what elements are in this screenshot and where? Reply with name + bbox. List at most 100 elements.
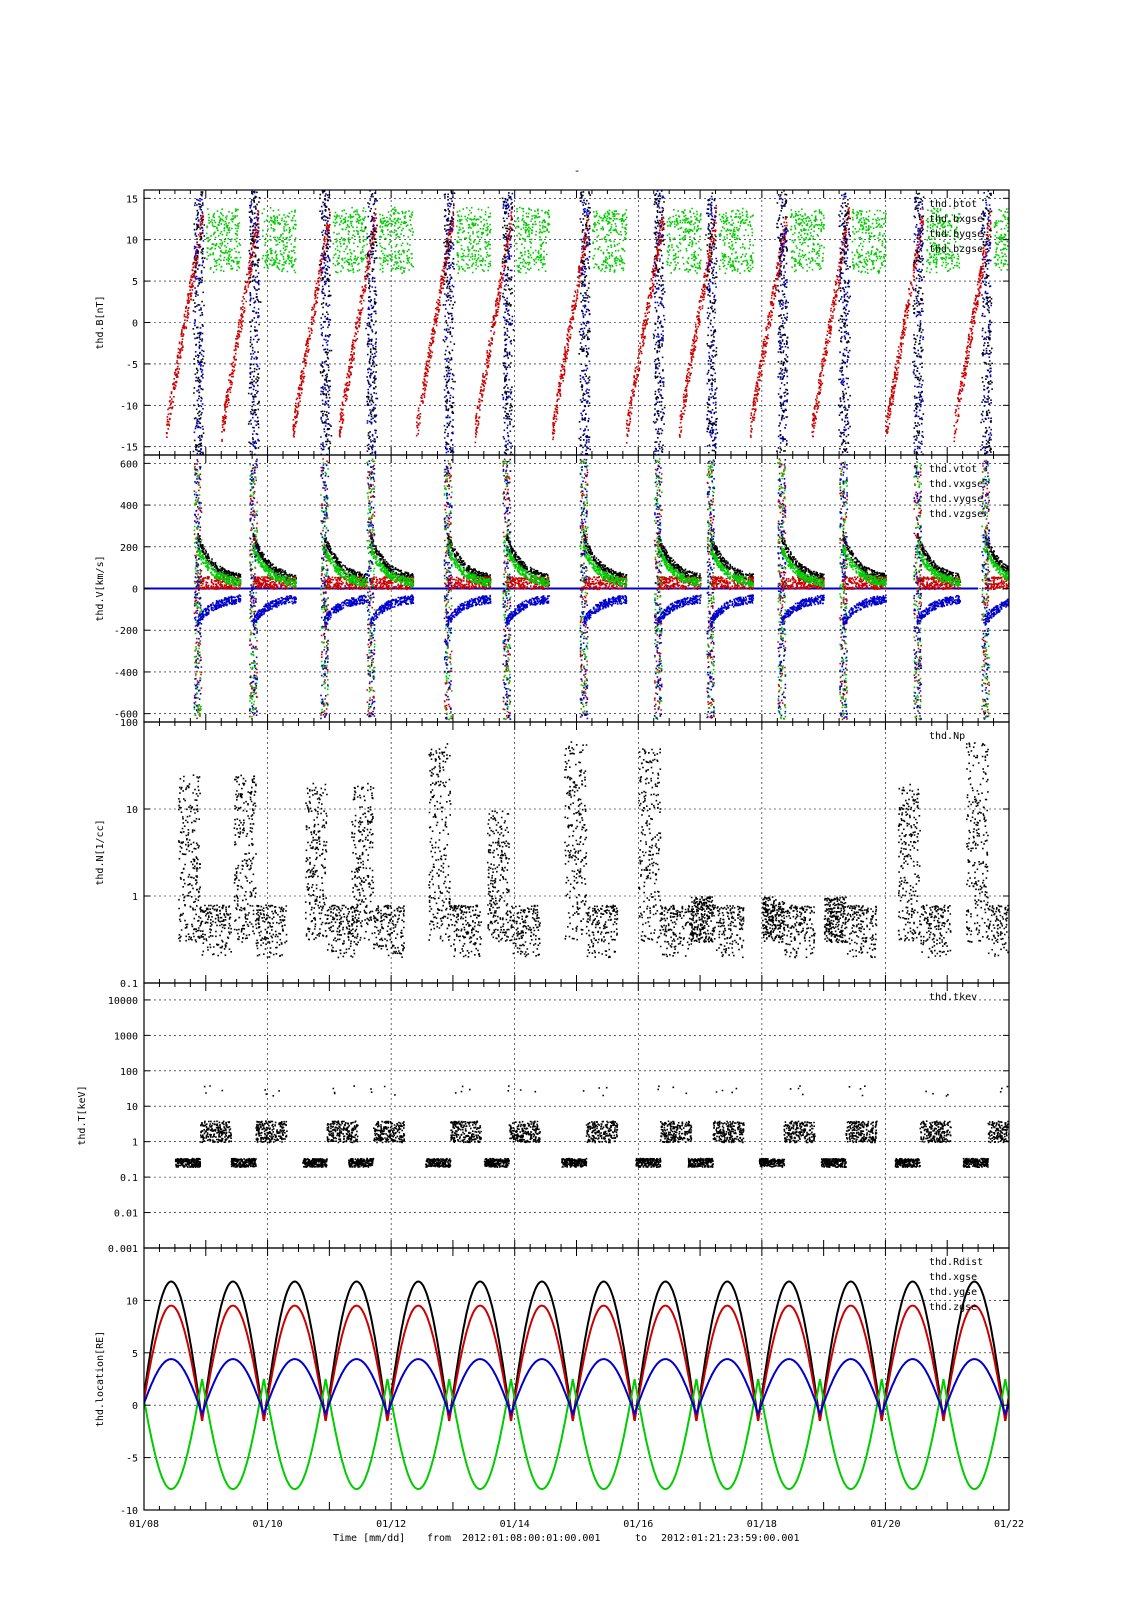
panel-frame [143,721,1010,984]
vx-points [706,459,755,719]
bz-points [193,194,205,455]
ytick-label: -5 [126,1454,138,1465]
by-points [205,208,242,274]
plot-area-N [144,722,1009,983]
by-points [514,206,551,274]
vx-points [249,460,297,718]
bz-points [706,195,718,455]
legend-entry: thd.xgse [929,1272,977,1283]
btot-points [364,193,379,455]
panel-B: 15 10 5 0 -5 -10 -15 thd.btot thd.bxgse thd.bygse… [95,189,1010,456]
ytick-label: 10 [126,1296,138,1307]
bx-points [221,209,260,442]
ytick-label: 0.1 [120,1173,138,1184]
ytick-label: 10 [126,1102,138,1113]
from-value: 2012:01:08:00:01:00.001 [462,1533,600,1544]
xtick-label: 01/18 [747,1519,777,1530]
orbit-line-zgse [144,1358,1009,1417]
btot-points [912,192,925,455]
vtot-points [324,534,368,583]
panel-frame [143,1247,1010,1511]
bx-points [415,203,455,437]
vy-points [839,461,887,717]
bx-points [292,209,331,438]
xtick-label: 01/12 [376,1519,406,1530]
vx-points [777,458,825,720]
legend-entry: thd.Rdist [929,1257,983,1268]
legend-entry: thd.ygse [929,1287,977,1298]
ytick-label: 0 [132,585,138,596]
vz-points [320,464,368,720]
xtick-label: 01/08 [129,1519,159,1530]
vx-points [981,460,1009,718]
panel-T: 10000 1000 100 10 1 0.1 0.01 0.001 thd.tkev thd.T… [77,982,1010,1255]
ytick-label: -5 [126,360,138,371]
bx-points [678,204,718,438]
vy-points [320,462,368,714]
ytick-label: 5 [132,1349,138,1360]
vz-points [502,458,551,721]
by-points [925,207,961,274]
ytick-label: 5 [132,277,138,288]
by-points [666,207,702,274]
ytick-label: -400 [114,668,138,679]
legend-entry: thd.bxgse [929,214,983,225]
y-axis-label: thd.B[nT] [95,295,106,349]
legend-entry: thd.bzgse [929,244,983,255]
vz-points [366,460,415,718]
bx-points [625,207,665,444]
by-points [789,208,825,273]
time-axis-label: Time [mm/dd] [333,1533,405,1544]
bx-points [474,206,514,444]
vy-points [193,466,242,716]
by-points [456,206,492,274]
ytick-label: 0 [132,1401,138,1412]
ytick-label: 0.001 [108,1244,138,1255]
by-points [592,209,628,273]
ytick-label: 200 [120,543,138,554]
page-title-mark: - [574,164,581,177]
vtot-points [780,532,825,582]
legend-entry: thd.vygse [929,494,983,505]
bx-points [885,208,925,434]
legend-entry: thd.vtot [929,464,977,475]
to-label: to [635,1533,647,1544]
legend-entry: thd.btot [929,199,977,210]
ytick-label: 1 [132,1138,138,1149]
legend-entry: thd.zgse [929,1302,977,1313]
bz-points [579,191,591,455]
vz-points [249,458,297,716]
btot-points [318,190,333,455]
y-axis-label: thd.location[RE] [95,1331,106,1427]
bx-points [338,208,377,438]
bx-points [749,216,788,438]
y-axis-label: thd.T[keV] [77,1085,88,1145]
by-points [851,209,887,274]
plot-area-T [144,983,1009,1248]
xtick-label: 01/14 [500,1519,530,1530]
ytick-label: 10000 [108,996,138,1007]
plot-area-V [144,455,1009,722]
btot-points [980,192,993,455]
xtick-label: 01/22 [994,1519,1024,1530]
ytick-label: 10 [126,236,138,247]
vz-points [839,462,887,719]
ytick-label: -10 [120,1506,138,1517]
bz-points [839,193,850,455]
btot-points [247,190,262,455]
ytick-label: -200 [114,626,138,637]
btot-points [837,192,851,455]
ytick-label: 0 [132,319,138,330]
vtot-points [984,531,1009,576]
legend-entry: thd.vzgse [929,509,983,520]
btot-points [501,192,515,455]
vx-points [320,458,368,718]
bx-points [551,210,591,441]
ytick-label: 400 [120,501,138,512]
orbit-line-ygse [144,1378,1009,1490]
ytick-label: 100 [120,718,138,729]
legend-entry: thd.Np [929,731,965,742]
np-points [178,741,1009,959]
